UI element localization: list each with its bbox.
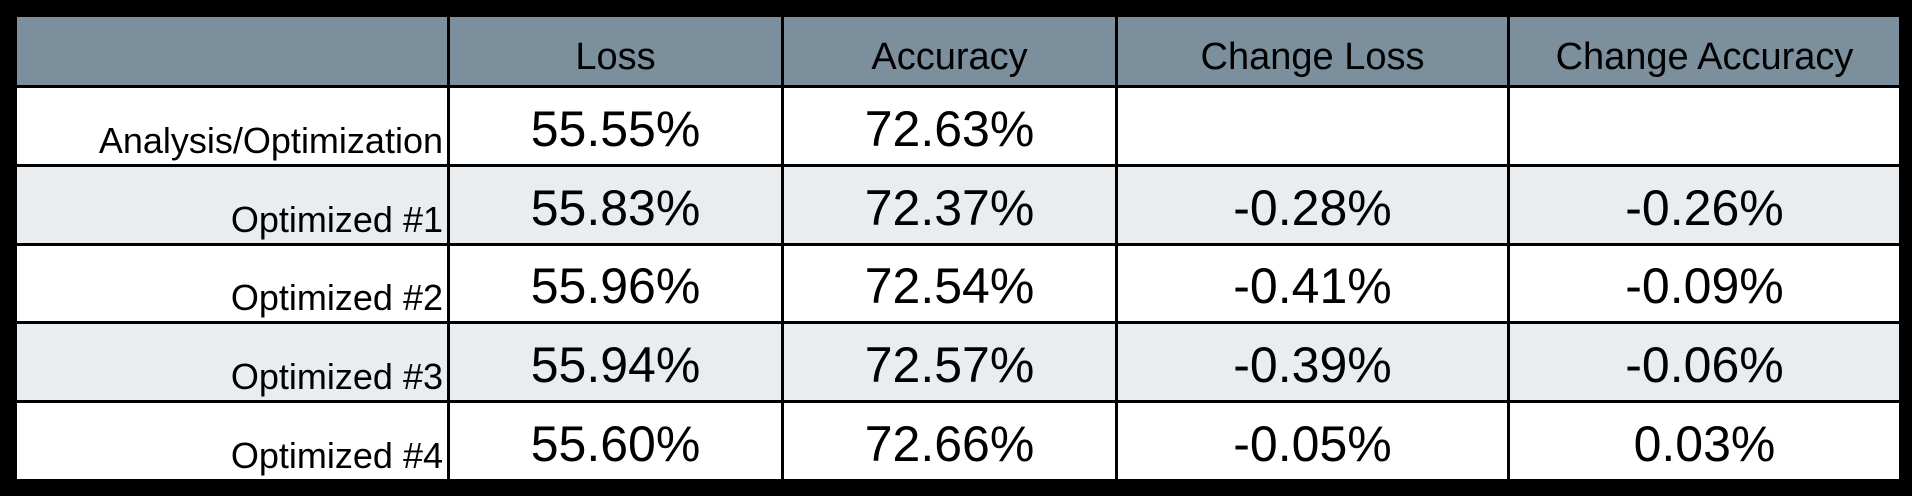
row-label: Optimized #4 [17, 403, 447, 479]
header-cell-change-loss: Change Loss [1118, 17, 1507, 85]
change-loss-cell: -0.28% [1118, 166, 1507, 243]
change-accuracy-cell: -0.26% [1510, 166, 1899, 243]
loss-cell: 55.96% [450, 245, 781, 322]
table-row: Optimized #3 55.94% 72.57% -0.39% -0.06% [17, 324, 1899, 401]
accuracy-cell: 72.66% [784, 403, 1115, 479]
change-accuracy-cell: -0.09% [1510, 245, 1899, 322]
accuracy-cell: 72.37% [784, 166, 1115, 243]
loss-cell: 55.94% [450, 324, 781, 401]
table-row: Optimized #2 55.96% 72.54% -0.41% -0.09% [17, 245, 1899, 322]
accuracy-cell: 72.63% [784, 88, 1115, 164]
accuracy-cell: 72.57% [784, 324, 1115, 401]
header-cell-change-accuracy: Change Accuracy [1510, 17, 1899, 85]
results-table: Loss Accuracy Change Loss Change Accurac… [14, 14, 1902, 482]
loss-cell: 55.83% [450, 166, 781, 243]
accuracy-cell: 72.54% [784, 245, 1115, 322]
header-cell-loss: Loss [450, 17, 781, 85]
header-cell-corner [17, 17, 447, 85]
row-label: Optimized #2 [17, 245, 447, 322]
header-cell-accuracy: Accuracy [784, 17, 1115, 85]
row-label: Optimized #3 [17, 324, 447, 401]
row-label: Analysis/Optimization [17, 88, 447, 164]
loss-cell: 55.60% [450, 403, 781, 479]
change-loss-cell: -0.05% [1118, 403, 1507, 479]
table-row: Optimized #4 55.60% 72.66% -0.05% 0.03% [17, 403, 1899, 479]
table-row: Optimized #1 55.83% 72.37% -0.28% -0.26% [17, 166, 1899, 243]
header-row: Loss Accuracy Change Loss Change Accurac… [17, 17, 1899, 85]
row-label: Optimized #1 [17, 166, 447, 243]
change-loss-cell: -0.39% [1118, 324, 1507, 401]
change-accuracy-cell: 0.03% [1510, 403, 1899, 479]
loss-cell: 55.55% [450, 88, 781, 164]
change-loss-cell: -0.41% [1118, 245, 1507, 322]
table-row: Analysis/Optimization 55.55% 72.63% [17, 88, 1899, 164]
change-loss-cell [1118, 88, 1507, 164]
change-accuracy-cell [1510, 88, 1899, 164]
change-accuracy-cell: -0.06% [1510, 324, 1899, 401]
